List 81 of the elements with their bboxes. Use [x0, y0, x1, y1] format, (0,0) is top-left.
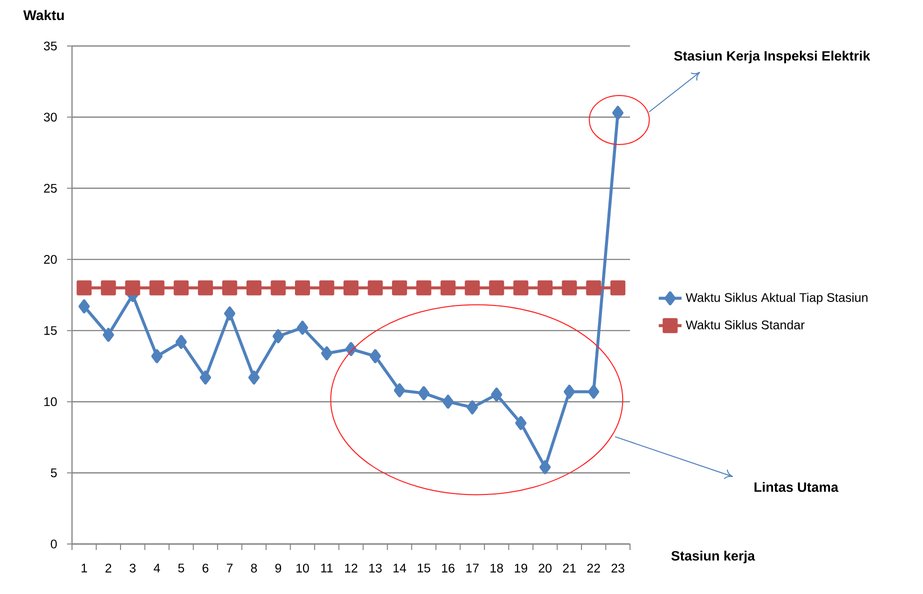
point	[78, 299, 90, 314]
point	[319, 280, 334, 296]
x-tick-label: 2	[106, 564, 112, 572]
point	[198, 280, 213, 296]
point	[151, 349, 163, 364]
point	[392, 280, 408, 296]
y-tick-label: 15	[44, 326, 57, 335]
y-tick-label: 10	[44, 397, 57, 406]
point	[464, 280, 480, 296]
point	[224, 306, 236, 320]
y-axis-title: Waktu	[23, 10, 64, 20]
point	[102, 328, 114, 342]
point	[562, 280, 577, 296]
point	[76, 280, 92, 296]
x-tick-label: 10	[296, 564, 309, 573]
point	[538, 280, 553, 296]
text: Stasiun Kerja Inspeksi Elektrik	[674, 50, 870, 64]
point	[296, 320, 308, 335]
x-tick-label: 9	[275, 564, 282, 573]
point	[513, 280, 528, 296]
point	[612, 106, 624, 120]
point	[321, 346, 332, 360]
x-tick-label: 23	[612, 564, 624, 573]
x-tick-label: 22	[587, 564, 600, 572]
x-tick-label: 18	[490, 564, 503, 573]
point	[200, 370, 212, 385]
point	[586, 280, 602, 296]
y-tick-label: 35	[44, 42, 57, 50]
point	[294, 280, 310, 296]
point	[248, 370, 260, 385]
x-tick-label: 13	[369, 564, 382, 573]
x-tick-label: 21	[563, 564, 576, 572]
y-tick-label: 25	[44, 184, 57, 193]
y-tick-label: 5	[50, 468, 57, 478]
point	[125, 280, 140, 296]
x-tick-label: 5	[178, 564, 184, 572]
point	[564, 384, 575, 399]
point	[394, 383, 406, 398]
y-tick-label: 20	[44, 254, 57, 264]
point	[515, 416, 526, 430]
point	[344, 280, 359, 296]
point	[489, 280, 504, 296]
x-tick-label: 11	[321, 564, 333, 572]
x-tick-label: 20	[538, 564, 552, 573]
point	[246, 280, 262, 296]
point	[416, 280, 432, 296]
x-tick-label: 14	[394, 564, 406, 572]
x-tick-label: 15	[418, 564, 430, 572]
point	[100, 280, 116, 296]
text: Lintas Utama	[754, 482, 838, 492]
point	[149, 280, 164, 296]
y-tick-label: 0	[50, 540, 57, 548]
x-tick-label: 19	[514, 564, 528, 573]
x-tick-label: 4	[154, 564, 160, 572]
point	[539, 460, 551, 474]
x-tick-label: 12	[345, 564, 358, 572]
point	[270, 280, 286, 296]
x-tick-label: 1	[82, 564, 87, 572]
legend-label: Waktu Siklus Standar	[686, 320, 805, 330]
y-tick-label: 30	[44, 112, 57, 122]
x-tick-label: 7	[226, 564, 233, 572]
point	[368, 280, 383, 296]
point	[588, 384, 600, 399]
legend-label: Waktu Siklus Aktual Tiap Stasiun	[686, 292, 868, 304]
point	[490, 388, 502, 402]
x-tick-label: 6	[202, 564, 208, 573]
x-axis-title: Stasiun kerja	[671, 550, 756, 564]
x-tick-label: 17	[466, 564, 479, 572]
point	[272, 329, 284, 344]
point	[174, 280, 189, 296]
point	[176, 334, 187, 349]
x-tick-label: 3	[130, 564, 136, 573]
point	[466, 400, 478, 414]
point	[440, 280, 456, 296]
point	[418, 386, 430, 400]
point	[442, 394, 454, 409]
x-tick-label: 8	[251, 564, 257, 573]
point	[370, 349, 381, 364]
point	[222, 280, 238, 296]
x-tick-label: 16	[442, 564, 454, 573]
point	[610, 280, 626, 296]
